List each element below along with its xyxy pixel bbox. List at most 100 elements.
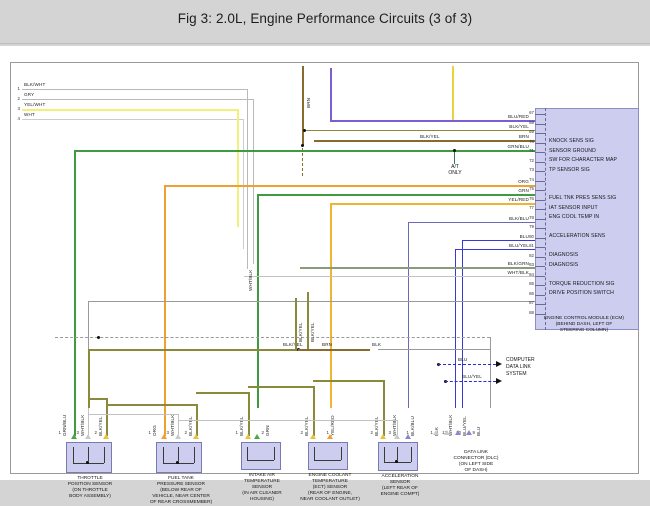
ecm-pin-stub-79 (535, 228, 545, 229)
ecm-pin-stub-85 (535, 285, 545, 286)
label-blk-grn-85: BLK/GRN (507, 261, 529, 266)
label-blu-82: BLU (519, 234, 529, 239)
iat-internal-1 (247, 447, 248, 460)
at-only-note: A/T ONLY (436, 164, 474, 176)
left-wire-num-0: 1 (17, 86, 20, 91)
ecm-cap-1: (BEHIND DASH, LEFT OF (555, 322, 613, 328)
dlc-cap-1: CONNECTOR (DLC) (453, 456, 499, 461)
wire-blu-82 (462, 240, 535, 241)
ecm-pin-number-78: 78 (529, 214, 534, 220)
dlc-connector-pin-2 (455, 430, 461, 435)
wire-blk-blu-80 (408, 222, 535, 223)
wire-blk-blu-drop (408, 222, 409, 408)
ecm-pin-number-81: 81 (529, 243, 534, 248)
ftp-internal-1 (163, 447, 164, 463)
ftp-internal-4 (178, 447, 179, 461)
label-org-76: ORG (518, 179, 529, 184)
ecm-pin-number-82: 82 (529, 252, 534, 258)
ecm-pin-stub-81 (535, 247, 545, 248)
accel-wire-0-jog (313, 380, 383, 382)
left-wire-label-1: GRY (24, 92, 35, 97)
ecm-pin-stub-72 (535, 161, 545, 163)
accel-connector-pin-2 (405, 434, 411, 439)
label-blu-datalink: BLU (458, 357, 468, 362)
ect-connector-pin-1 (327, 434, 333, 439)
wire-yel-wht (22, 109, 237, 111)
ecm-pin-label-78: ENG COOL TEMP IN (549, 214, 600, 220)
wire-yel-wht-drop (237, 109, 239, 227)
iat-wire-0-jog (196, 392, 248, 394)
wire-blu-yel-83 (455, 249, 535, 250)
label-blu-yel-83: BLU/YEL (509, 243, 529, 248)
ecm-pin-stub-69 (535, 133, 545, 134)
tps-connector-pin-2 (103, 434, 109, 439)
tiny-marking (456, 64, 457, 68)
left-wire-num-2: 3 (17, 106, 20, 111)
wire-blk-ground (378, 349, 490, 350)
ecm-pin-number-75: 75 (529, 186, 534, 191)
accel-wire-1 (397, 420, 398, 436)
iat-connector-pin-0 (245, 434, 251, 439)
wire-grn-blu-73 (74, 150, 535, 152)
engine-control-module-caption: ENGINE CONTROL MODULE (ECM) (BEHIND DASH… (528, 316, 640, 335)
ecm-pin-label-70: KNOCK SENS SIG (549, 138, 594, 144)
iat-internal-2 (274, 447, 275, 460)
wire-org-drop (164, 185, 166, 408)
ecm-pin-stub-86 (535, 294, 545, 296)
ftp-internal-2 (194, 447, 195, 463)
wire-gry-drop (253, 99, 254, 264)
ecm-pin-stub-77 (535, 209, 545, 210)
ecm-pin-stub-71 (535, 152, 545, 153)
ecm-pin-number-68: 68 (529, 119, 534, 125)
ecm-pin-number-88: 88 (529, 309, 534, 315)
accel-pin-num-0: 2 (370, 430, 373, 435)
label-brn-top: BRN (306, 97, 311, 108)
ftp-cap-0: FUEL TANK (168, 476, 194, 481)
diagram-page: Fig 3: 2.0L, Engine Performance Circuits… (0, 11, 650, 505)
ftp-wire-label-0: ORG (152, 425, 157, 436)
ecm-pin-stub-70 (535, 142, 545, 144)
label-wht-blk-vert: WHT/BLK (248, 269, 253, 291)
ftp-cap-4: OF REAR CROSSMEMBER) (149, 500, 213, 505)
wire-blk-yel-bus-drop (88, 349, 90, 408)
ecm-pin-number-87: 87 (529, 300, 534, 305)
cdl-line-0: COMPUTER (506, 357, 535, 363)
ect-wire-0 (313, 386, 315, 436)
ecm-pin-number-74: 74 (529, 176, 534, 182)
wire-brn-top (302, 66, 304, 146)
cdl-line-2: SYSTEM (506, 371, 527, 377)
tps-cap-3: BODY ASSEMBLY) (69, 494, 111, 499)
ftp-connector-pin-1 (175, 434, 181, 439)
iat-cap-0: INTAKE AIR (248, 473, 276, 478)
ecm-pin-label-83: DIAGNOSIS (549, 261, 579, 268)
dlc-connector-pin-1 (444, 430, 450, 435)
ftp-wire-2-jog (106, 404, 196, 406)
tps-internal-1 (73, 447, 74, 463)
wire-blu-red-horz (330, 120, 535, 122)
dlc-pin-num-3: 9 (472, 430, 475, 435)
accel-cap-0: ACCELERATION (381, 474, 419, 479)
ecm-pin-number-72: 72 (529, 157, 534, 163)
junction-dot-gray (97, 335, 100, 339)
wire-blu-yel-drop (455, 249, 456, 408)
ecm-pin-stub-82 (535, 256, 545, 258)
tps-wire-1 (88, 408, 89, 436)
intake-air-temperature-sensor-box (241, 442, 281, 470)
wire-blk-wht-drop (247, 89, 248, 269)
ecm-pin-stub-78 (535, 218, 545, 220)
wire-yel-red-drop (330, 203, 332, 408)
ecm-pin-label-76: FUEL TNK PRES SENS SIG (549, 195, 617, 201)
page-title: Fig 3: 2.0L, Engine Performance Circuits… (177, 11, 473, 26)
engine-coolant-temperature-sensor-box (308, 442, 348, 470)
accel-cap-3: ENGINE COMPT) (380, 492, 420, 497)
data-link-connector-caption: DATA LINK CONNECTOR (DLC) (ON LEFT SIDE … (432, 450, 520, 474)
ecm-pin-label-71: SENSOR GROUND (549, 147, 596, 154)
ecm-pin-label-86: DRIVE POSITION SWITCH (549, 290, 614, 296)
left-wire-num-3: 4 (17, 116, 20, 121)
label-blk-yel-v2: BLK/YEL (310, 322, 315, 342)
label-blk-blu-80: BLK/BLU (509, 216, 529, 221)
accel-wiper-dot (395, 460, 398, 463)
fuel-tank-pressure-sensor-caption: FUEL TANK PRESSURE SENSOR (BELOW REAR OF… (139, 476, 223, 506)
tps-cap-0: THROTTLE (77, 476, 103, 481)
wire-org-76 (164, 185, 535, 187)
